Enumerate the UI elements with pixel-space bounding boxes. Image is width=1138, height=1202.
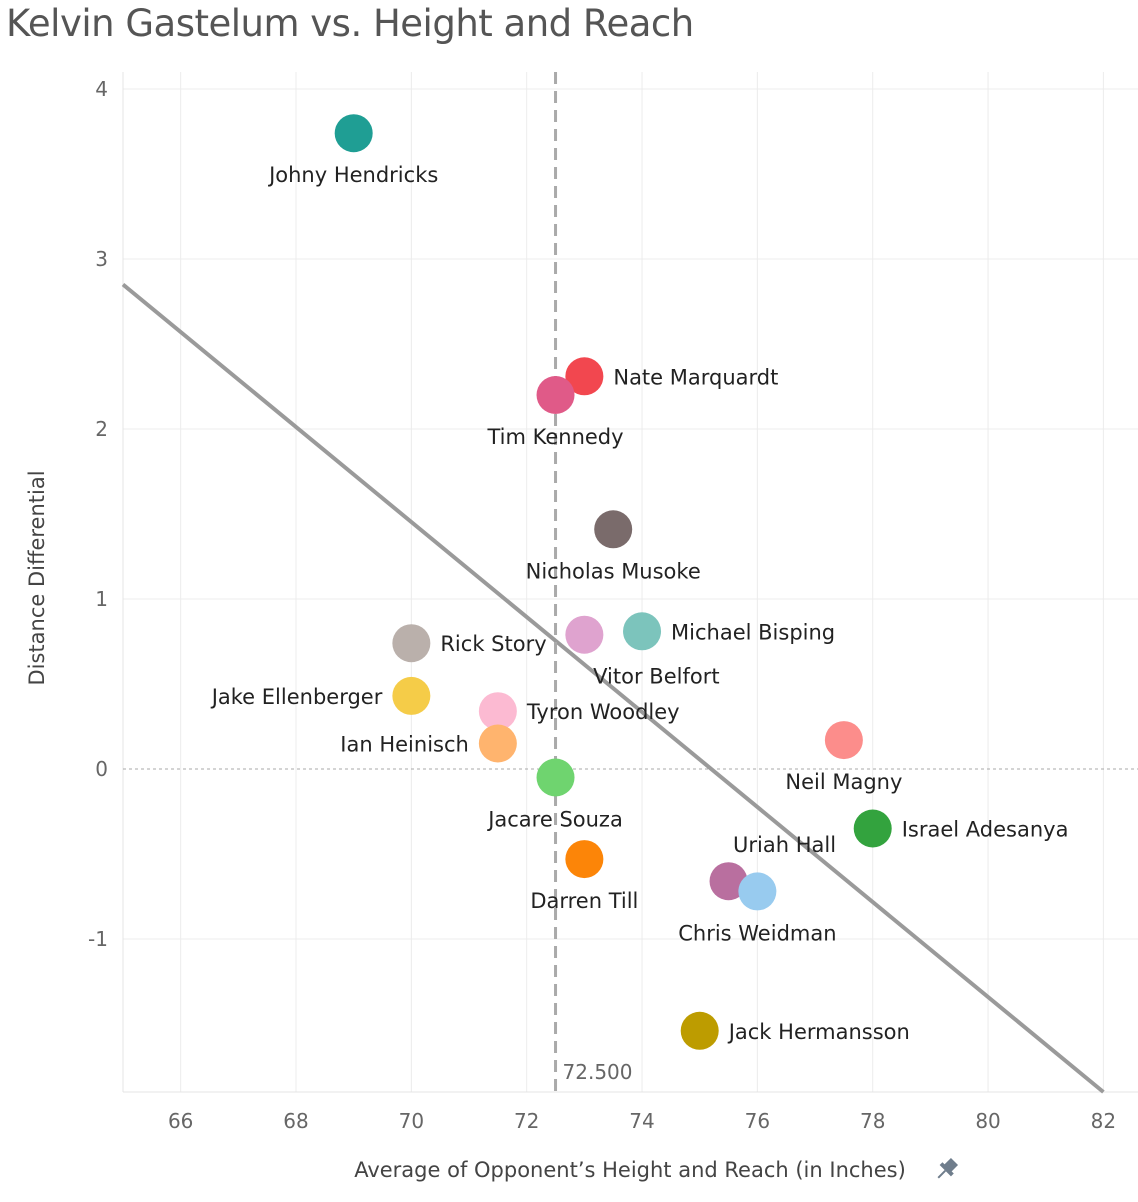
data-label: Neil Magny: [785, 770, 902, 794]
data-label: Chris Weidman: [678, 921, 836, 945]
data-label: Johny Hendricks: [267, 163, 438, 187]
y-tick-label: 1: [95, 587, 108, 611]
y-tick-label: 4: [95, 77, 108, 101]
x-tick-label: 82: [1091, 1109, 1116, 1133]
y-tick-label: 2: [95, 417, 108, 441]
data-label: Tim Kennedy: [486, 425, 623, 449]
data-point: [565, 615, 604, 654]
x-axis-label: Average of Opponent’s Height and Reach (…: [354, 1158, 906, 1182]
data-points: [334, 114, 892, 1050]
data-label: Rick Story: [440, 632, 546, 656]
data-point: [853, 809, 892, 848]
data-label: Nate Marquardt: [613, 365, 778, 389]
data-label: Nicholas Musoke: [526, 559, 701, 583]
x-tick-label: 76: [745, 1109, 770, 1133]
y-tick-label: 3: [95, 247, 108, 271]
data-point: [738, 872, 777, 911]
data-point: [623, 612, 662, 651]
data-point: [824, 721, 863, 760]
data-label: Vitor Belfort: [593, 665, 719, 689]
grid: [122, 72, 1138, 1093]
point-labels: Johny Hendricks Nate Marquardt Tim Kennedy…: [210, 163, 1069, 1044]
reference-lines: 72.500: [121, 72, 1138, 1094]
trend-line: [121, 282, 1105, 1094]
data-point: [478, 692, 517, 731]
reference-line-label: 72.500: [563, 1060, 633, 1084]
data-label: Ian Heinisch: [340, 733, 469, 757]
data-label: Israel Adesanya: [902, 818, 1069, 842]
data-point: [392, 676, 431, 715]
data-label: Michael Bisping: [671, 620, 835, 644]
x-tick-label: 74: [629, 1109, 654, 1133]
data-point: [565, 357, 604, 396]
data-point: [536, 758, 575, 797]
y-tick-label: -1: [88, 927, 108, 951]
axis-ticks: 66 68 70 72 74 76 78 80 82 -1 0 1 2 3 4: [88, 77, 1116, 1133]
y-axis-label: Distance Differential: [25, 470, 49, 685]
x-tick-label: 70: [399, 1109, 424, 1133]
data-point: [334, 114, 373, 153]
data-point: [680, 1011, 719, 1050]
y-tick-label: 0: [95, 757, 108, 781]
x-tick-label: 68: [283, 1109, 308, 1133]
chart-title: Kelvin Gastelum vs. Height and Reach: [6, 2, 694, 45]
data-label: Darren Till: [530, 889, 638, 913]
data-point: [709, 862, 748, 901]
data-label: Uriah Hall: [733, 833, 836, 857]
data-label: Jake Ellenberger: [210, 685, 383, 709]
data-label: Tyron Woodley: [526, 700, 680, 724]
pin-icon[interactable]: [933, 1156, 961, 1184]
data-label: Jack Hermansson: [727, 1020, 910, 1044]
data-point: [536, 376, 575, 414]
data-point: [392, 624, 431, 663]
data-label: Jacare Souza: [486, 808, 623, 832]
x-tick-label: 78: [860, 1109, 885, 1133]
x-tick-label: 80: [975, 1109, 1000, 1133]
data-point: [478, 724, 517, 763]
data-point: [565, 840, 604, 879]
x-tick-label: 66: [168, 1109, 193, 1133]
data-point: [594, 510, 633, 549]
x-tick-label: 72: [514, 1109, 539, 1133]
